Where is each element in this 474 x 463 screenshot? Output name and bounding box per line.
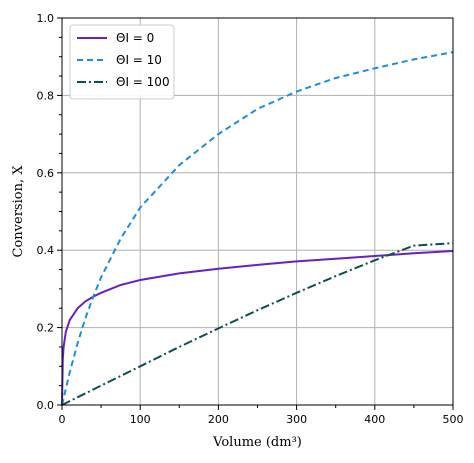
x-tick-label: 200 [208, 413, 229, 426]
x-tick-label: 100 [130, 413, 151, 426]
y-tick-label: 0.4 [37, 244, 55, 257]
x-tick-label: 400 [364, 413, 385, 426]
legend-label: ΘI = 100 [116, 75, 170, 89]
x-tick-label: 0 [59, 413, 66, 426]
series-line [61, 51, 454, 406]
y-tick-label: 0.2 [37, 322, 55, 335]
legend: ΘI = 0 ΘI = 10 ΘI = 100 [69, 24, 175, 100]
y-tick-label: 0.6 [37, 167, 55, 180]
y-tick-label: 1.0 [37, 12, 55, 25]
series-line [61, 250, 454, 406]
y-tick-label: 0.8 [37, 89, 55, 102]
y-axis-label: Conversion, X [11, 165, 26, 258]
y-tick-label: 0.0 [37, 399, 55, 412]
series-line [61, 242, 454, 406]
x-axis-label: Volume (dm³) [212, 435, 302, 450]
legend-box [69, 24, 175, 100]
legend-label: ΘI = 10 [116, 53, 162, 67]
series-layer [61, 51, 454, 406]
x-tick-label: 500 [443, 413, 464, 426]
axis-ticks: 0 100 200 300 400 500 0.0 0.2 0.4 0.6 0.8 1.0 [37, 12, 464, 426]
x-tick-label: 300 [286, 413, 307, 426]
legend-label: ΘI = 0 [116, 31, 154, 45]
